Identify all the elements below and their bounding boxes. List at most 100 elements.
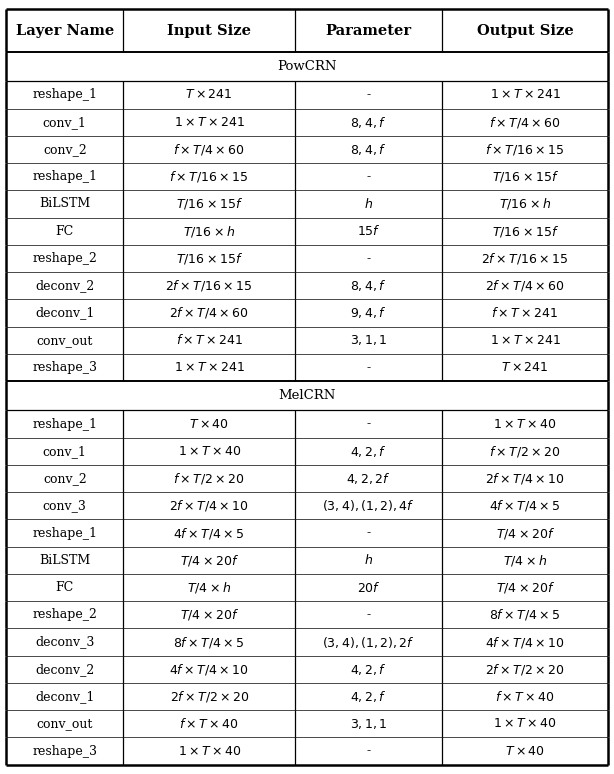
Text: reshape_1: reshape_1 [33, 88, 97, 101]
Text: -: - [367, 745, 371, 758]
Text: conv_2: conv_2 [43, 143, 87, 156]
Text: $1 \times T \times 40$: $1 \times T \times 40$ [494, 717, 557, 731]
Text: $4f \times T/4 \times 5$: $4f \times T/4 \times 5$ [173, 526, 245, 540]
Text: $f \times T/4 \times 60$: $f \times T/4 \times 60$ [173, 142, 245, 157]
Text: $3, 1, 1$: $3, 1, 1$ [350, 717, 387, 731]
Text: $1 \times T \times 241$: $1 \times T \times 241$ [174, 361, 245, 374]
Text: $f \times T/2 \times 20$: $f \times T/2 \times 20$ [174, 471, 245, 486]
Text: $2f \times T/16 \times 15$: $2f \times T/16 \times 15$ [165, 278, 253, 293]
Text: $T/4 \times h$: $T/4 \times h$ [503, 553, 547, 568]
Text: deconv_2: deconv_2 [35, 279, 95, 292]
Text: $2f \times T/4 \times 10$: $2f \times T/4 \times 10$ [485, 471, 565, 486]
Text: $h$: $h$ [364, 197, 373, 211]
Text: $T/16 \times 15f$: $T/16 \times 15f$ [176, 251, 243, 266]
Text: -: - [367, 252, 371, 265]
Text: FC: FC [56, 224, 74, 238]
Text: $f \times T \times 241$: $f \times T \times 241$ [176, 333, 243, 348]
Text: $1 \times T \times 40$: $1 \times T \times 40$ [177, 445, 241, 458]
Text: $T/4 \times h$: $T/4 \times h$ [187, 580, 231, 595]
Text: reshape_1: reshape_1 [33, 526, 97, 539]
Text: reshape_1: reshape_1 [33, 417, 97, 430]
Text: $T/4 \times 20f$: $T/4 \times 20f$ [495, 526, 554, 540]
Text: $T/16 \times h$: $T/16 \times h$ [183, 224, 235, 238]
Text: $T/4 \times 20f$: $T/4 \times 20f$ [180, 608, 239, 622]
Text: $T/16 \times 15f$: $T/16 \times 15f$ [492, 224, 559, 238]
Text: conv_3: conv_3 [43, 499, 87, 512]
Text: $4, 2, f$: $4, 2, f$ [351, 689, 387, 704]
Text: $1 \times T \times 40$: $1 \times T \times 40$ [494, 417, 557, 430]
Text: $2f \times T/16 \times 15$: $2f \times T/16 \times 15$ [481, 251, 569, 266]
Text: $(3,4),(1,2),4f$: $(3,4),(1,2),4f$ [322, 498, 415, 513]
Text: deconv_3: deconv_3 [35, 635, 95, 649]
Text: $4, 2, f$: $4, 2, f$ [351, 662, 387, 676]
Text: $T/4 \times 20f$: $T/4 \times 20f$ [180, 553, 239, 568]
Text: MelCRN: MelCRN [278, 389, 336, 402]
Text: -: - [367, 361, 371, 374]
Text: deconv_1: deconv_1 [35, 690, 95, 703]
Text: $15f$: $15f$ [357, 224, 381, 238]
Text: $2f \times T/4 \times 60$: $2f \times T/4 \times 60$ [169, 306, 249, 320]
Text: PowCRN: PowCRN [278, 60, 336, 73]
Text: conv_out: conv_out [37, 334, 93, 347]
Text: $f \times T \times 40$: $f \times T \times 40$ [179, 717, 239, 731]
Text: $f \times T/2 \times 20$: $f \times T/2 \times 20$ [489, 444, 561, 459]
Text: $1 \times T \times 40$: $1 \times T \times 40$ [177, 745, 241, 758]
Text: Layer Name: Layer Name [16, 23, 114, 38]
Text: reshape_2: reshape_2 [33, 608, 97, 622]
Text: -: - [367, 526, 371, 539]
Text: $4, 2, f$: $4, 2, f$ [351, 444, 387, 459]
Text: -: - [367, 170, 371, 183]
Text: $1 \times T \times 241$: $1 \times T \times 241$ [174, 115, 245, 128]
Text: $f \times T/16 \times 15$: $f \times T/16 \times 15$ [169, 170, 249, 184]
Text: conv_1: conv_1 [43, 115, 87, 128]
Text: $T \times 40$: $T \times 40$ [189, 417, 229, 430]
Text: $4f \times T/4 \times 10$: $4f \times T/4 \times 10$ [485, 635, 565, 649]
Text: BiLSTM: BiLSTM [39, 554, 90, 567]
Text: $3, 1, 1$: $3, 1, 1$ [350, 333, 387, 348]
Text: $(3,4),(1,2),2f$: $(3,4),(1,2),2f$ [322, 635, 415, 649]
Text: $f \times T \times 40$: $f \times T \times 40$ [495, 690, 555, 704]
Text: $1 \times T \times 241$: $1 \times T \times 241$ [489, 88, 561, 101]
Text: $4f \times T/4 \times 5$: $4f \times T/4 \times 5$ [489, 498, 561, 513]
Text: Input Size: Input Size [167, 23, 251, 38]
Text: deconv_1: deconv_1 [35, 307, 95, 320]
Text: $2f \times T/2 \times 20$: $2f \times T/2 \times 20$ [486, 662, 565, 676]
Text: $h$: $h$ [364, 553, 373, 567]
Text: $4f \times T/4 \times 10$: $4f \times T/4 \times 10$ [169, 662, 249, 676]
Text: $T \times 40$: $T \times 40$ [505, 745, 545, 758]
Text: conv_out: conv_out [37, 717, 93, 731]
Text: FC: FC [56, 581, 74, 594]
Text: $4, 2, 2f$: $4, 2, 2f$ [346, 471, 391, 486]
Text: $2f \times T/4 \times 60$: $2f \times T/4 \times 60$ [485, 278, 565, 293]
Text: BiLSTM: BiLSTM [39, 197, 90, 211]
Text: $8f \times T/4 \times 5$: $8f \times T/4 \times 5$ [173, 635, 245, 649]
Text: $T \times 241$: $T \times 241$ [501, 361, 549, 374]
Text: $T/16 \times h$: $T/16 \times h$ [499, 197, 551, 211]
Text: Parameter: Parameter [325, 23, 412, 38]
Text: $T/16 \times 15f$: $T/16 \times 15f$ [492, 170, 559, 184]
Text: $f \times T/4 \times 60$: $f \times T/4 \times 60$ [489, 115, 561, 130]
Text: $T/4 \times 20f$: $T/4 \times 20f$ [495, 580, 554, 595]
Text: Output Size: Output Size [476, 23, 573, 38]
Text: $1 \times T \times 241$: $1 \times T \times 241$ [489, 334, 561, 347]
Text: reshape_3: reshape_3 [33, 361, 97, 374]
Text: $8, 4, f$: $8, 4, f$ [351, 278, 387, 293]
Text: conv_2: conv_2 [43, 472, 87, 485]
Text: $8, 4, f$: $8, 4, f$ [351, 142, 387, 157]
Text: $8, 4, f$: $8, 4, f$ [351, 115, 387, 130]
Text: $T/16 \times 15f$: $T/16 \times 15f$ [176, 197, 243, 211]
Text: reshape_1: reshape_1 [33, 170, 97, 183]
Text: $f \times T \times 241$: $f \times T \times 241$ [491, 306, 559, 320]
Text: $8f \times T/4 \times 5$: $8f \times T/4 \times 5$ [489, 608, 561, 622]
Text: $20f$: $20f$ [357, 580, 381, 594]
Text: reshape_2: reshape_2 [33, 252, 97, 265]
Text: deconv_2: deconv_2 [35, 663, 95, 676]
Text: $2f \times T/2 \times 20$: $2f \times T/2 \times 20$ [169, 689, 249, 704]
Text: reshape_3: reshape_3 [33, 745, 97, 758]
Text: -: - [367, 608, 371, 622]
Text: conv_1: conv_1 [43, 445, 87, 458]
Text: -: - [367, 88, 371, 101]
Text: -: - [367, 417, 371, 430]
Text: $T \times 241$: $T \times 241$ [185, 88, 233, 101]
Text: $9, 4, f$: $9, 4, f$ [351, 306, 387, 320]
